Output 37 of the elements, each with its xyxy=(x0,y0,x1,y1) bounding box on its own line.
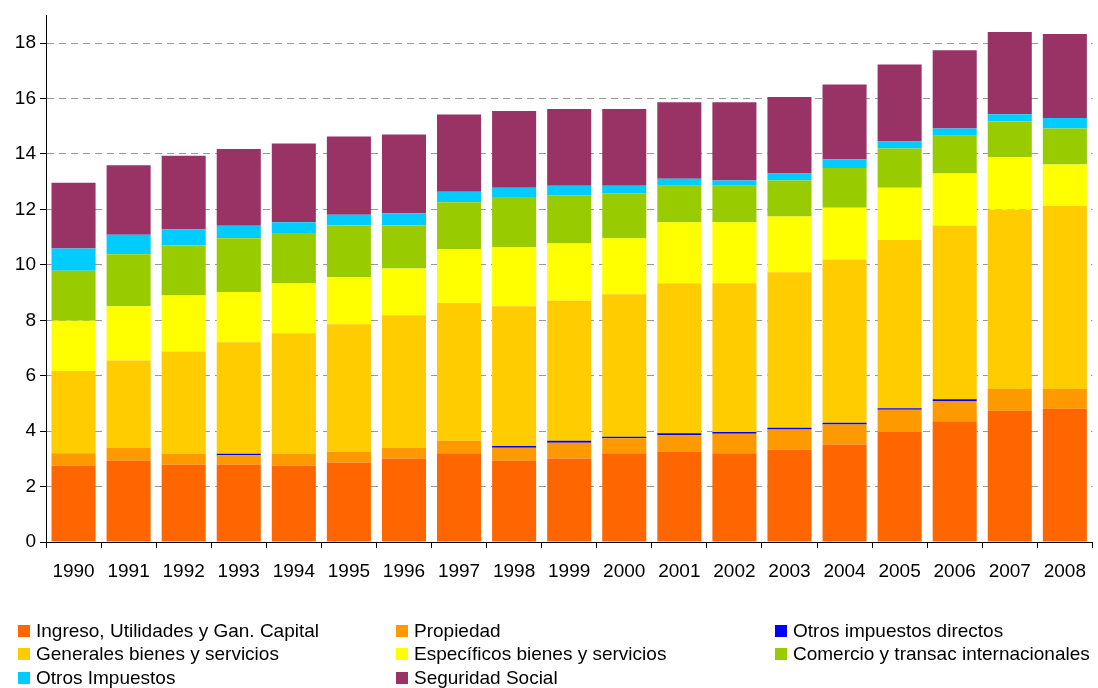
x-tick-label: 1997 xyxy=(437,559,481,581)
x-tick-label: 1990 xyxy=(52,559,95,581)
x-tick-label: 1993 xyxy=(217,559,260,581)
x-tick-label: 2007 xyxy=(988,559,1031,581)
legend-label: Otros impuestos directos xyxy=(793,619,1004,642)
x-tick-label: 1994 xyxy=(272,559,316,581)
y-tick-label: 14 xyxy=(14,142,37,164)
y-tick-label: 18 xyxy=(14,31,36,53)
x-tick-label: 1995 xyxy=(327,559,371,581)
y-tick-label: 2 xyxy=(25,474,36,496)
legend-label: Otros Impuestos xyxy=(36,666,176,688)
x-tick-label: 1999 xyxy=(548,559,591,581)
y-tick-label: 12 xyxy=(14,197,36,219)
legend-label: Ingreso, Utilidades y Gan. Capital xyxy=(36,619,320,642)
x-tick-label: 1998 xyxy=(492,559,536,581)
legend-label: Seguridad Social xyxy=(414,666,558,688)
x-tick-label: 2004 xyxy=(823,559,867,581)
y-tick-label: 16 xyxy=(14,86,36,108)
x-tick-label: 2005 xyxy=(878,559,921,581)
y-tick-label: 8 xyxy=(25,308,36,330)
x-tick-label: 2003 xyxy=(768,559,811,581)
y-tick-label: 0 xyxy=(25,530,36,552)
x-tick-label: 1992 xyxy=(162,559,205,581)
legend-label: Propiedad xyxy=(414,619,501,642)
x-tick-label: 1991 xyxy=(107,559,150,581)
legend-label: Generales bienes y servicios xyxy=(36,643,279,666)
y-tick-label: 10 xyxy=(14,253,36,275)
legend-label: Comercio y transac internacionales xyxy=(793,643,1090,666)
x-tick-label: 2001 xyxy=(658,559,701,581)
x-tick-label: 2006 xyxy=(933,559,976,581)
y-tick-label: 6 xyxy=(25,363,36,385)
x-tick-label: 2002 xyxy=(713,559,756,581)
x-tick-label: 2008 xyxy=(1043,559,1086,581)
y-tick-label: 4 xyxy=(25,419,37,441)
x-tick-label: 1996 xyxy=(382,559,426,581)
legend-label: Específicos bienes y servicios xyxy=(414,643,667,666)
x-tick-label: 2000 xyxy=(603,559,646,581)
